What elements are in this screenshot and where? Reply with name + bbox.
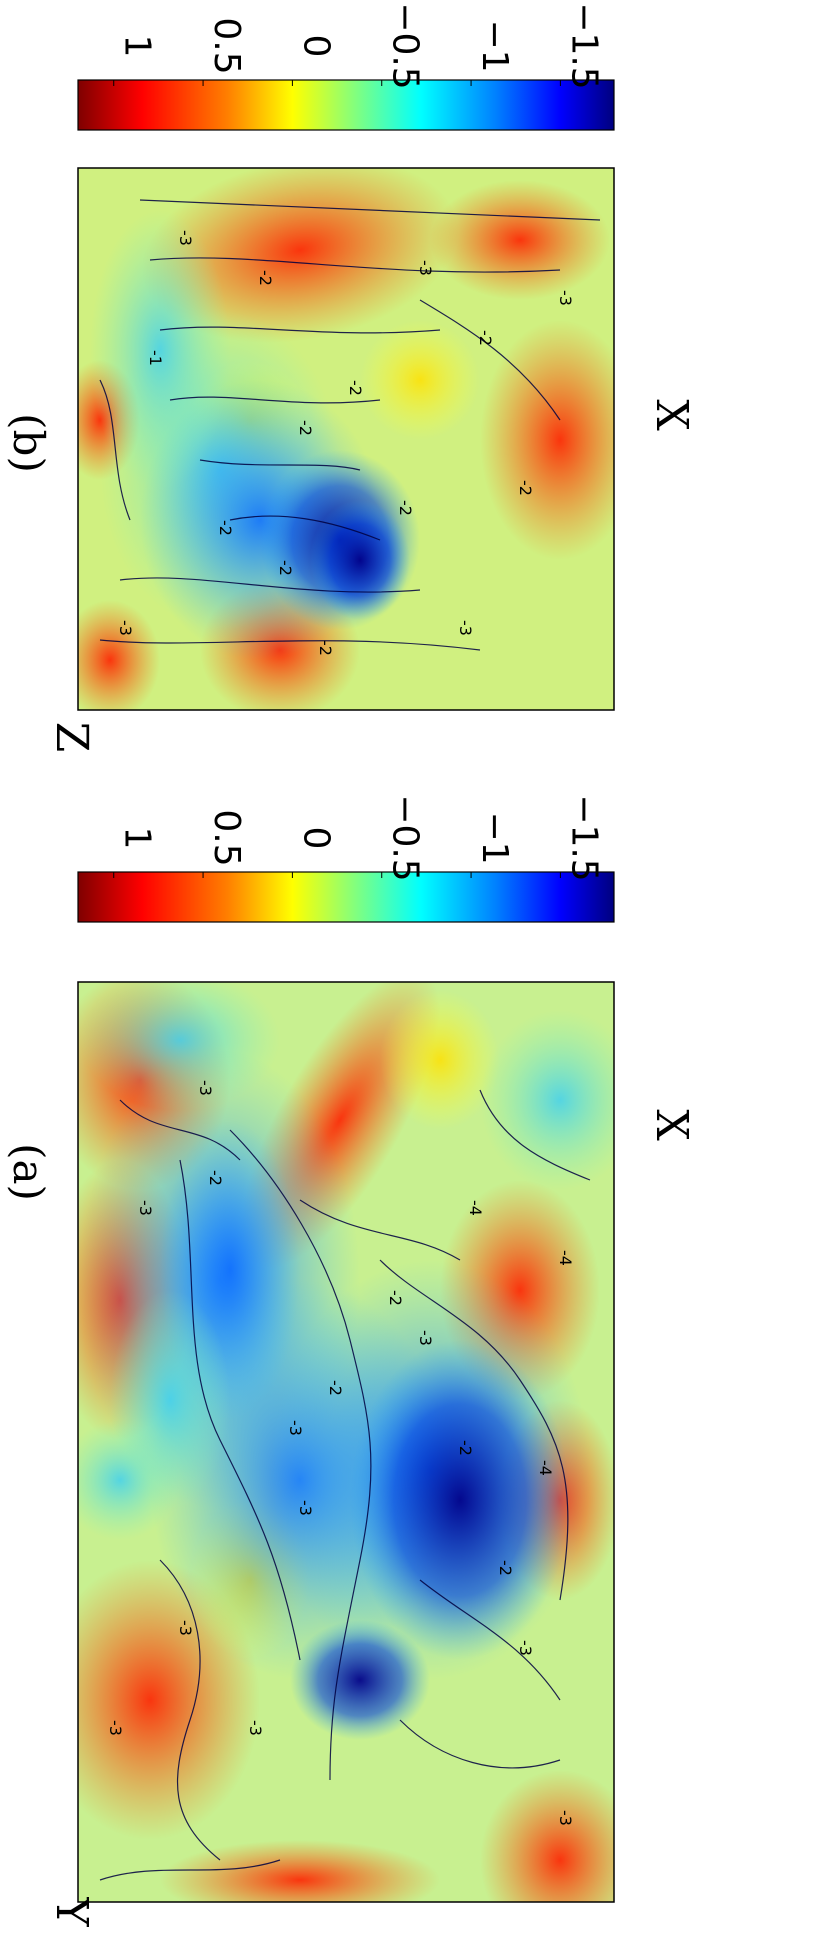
panel-a-contour-label: -4 bbox=[536, 1460, 555, 1476]
panel-b-contour-label: -2 bbox=[476, 330, 495, 346]
panel-b-xlabel: X bbox=[646, 399, 697, 431]
panel-a-contour-label: -3 bbox=[556, 1810, 575, 1826]
panel-a-xlabel: X bbox=[646, 1109, 697, 1141]
panel-b-contour-label: -3 bbox=[116, 620, 135, 636]
panel-a-contour-label: -3 bbox=[136, 1200, 155, 1216]
panel-b-contour-label: -3 bbox=[456, 620, 475, 636]
panel-b-contour-label: -3 bbox=[416, 260, 435, 276]
panel-a-contour-label: -3 bbox=[106, 1720, 125, 1736]
panel-a-contour-label: -3 bbox=[416, 1330, 435, 1346]
panel-a-contour-label: -2 bbox=[206, 1170, 225, 1186]
colorbar-b-tick-label: 0.5 bbox=[206, 17, 247, 74]
colorbar-a bbox=[77, 871, 615, 923]
panel-b-contour-label: -3 bbox=[556, 290, 575, 306]
colorbar-a-tick-label: 0.5 bbox=[206, 809, 247, 866]
panel-a-contour-label: -3 bbox=[176, 1620, 195, 1636]
panel-b-contour-label: -2 bbox=[316, 640, 335, 656]
panel-a-contour-label: -3 bbox=[296, 1500, 315, 1516]
panel-b-contour-label: -2 bbox=[216, 520, 235, 536]
panel-a-label: (a) bbox=[4, 1143, 53, 1201]
panel-a-ylabel: Y bbox=[46, 1896, 97, 1927]
panel-b-contour-label: -2 bbox=[396, 500, 415, 516]
colorbar-b-tick-label: −0.5 bbox=[385, 2, 426, 89]
colorbar-a-tick-label: −1 bbox=[474, 811, 515, 864]
colorbar-a-tick-label: −1.5 bbox=[563, 794, 604, 881]
panel-a-contour-label: -2 bbox=[496, 1560, 515, 1576]
panel-a-contour-label: -2 bbox=[456, 1440, 475, 1456]
panel-a-contour-label: -3 bbox=[246, 1720, 265, 1736]
panel-b-ylabel: Z bbox=[46, 722, 97, 753]
panel-a-contour-label: -3 bbox=[196, 1080, 215, 1096]
panel-a-contour-label: -3 bbox=[516, 1640, 535, 1656]
panel-a-frame bbox=[77, 981, 615, 1903]
panel-a-contour-label: -4 bbox=[556, 1250, 575, 1266]
panel-b-contour-label: -3 bbox=[176, 230, 195, 246]
panel-b-contour-label: -2 bbox=[346, 380, 365, 396]
panel-a-contour-label: -2 bbox=[386, 1290, 405, 1306]
colorbar-b bbox=[77, 79, 615, 131]
colorbar-b-tick-label: 1 bbox=[117, 35, 158, 58]
panel-a-contour-label: -4 bbox=[466, 1200, 485, 1216]
colorbar-b-tick-label: −1.5 bbox=[563, 2, 604, 89]
panel-b-contour-label: -1 bbox=[146, 350, 165, 366]
panel-a-heatmap: -2 -2 -2 -3 -3 -2 -2 -4 -3 -3 -3 -3 -3 -3 -3 -3 -4 -4 bbox=[77, 981, 615, 1903]
panel-b-label: (b) bbox=[4, 413, 53, 473]
panel-b-contour-label: -2 bbox=[256, 270, 275, 286]
panel-b-heatmap: -3 -2 -2 -2 -3 -2 -2 -2 -2 -3 -3 -2 -3 -2 -1 bbox=[77, 167, 615, 711]
colorbar-a-tick-label: 1 bbox=[117, 827, 158, 850]
colorbar-a-tick-label: 0 bbox=[295, 827, 336, 850]
colorbar-a-tick-label: −0.5 bbox=[385, 794, 426, 881]
panel-b-contour-label: -2 bbox=[276, 560, 295, 576]
colorbar-b-tick-label: 0 bbox=[295, 35, 336, 58]
panel-b-contour-label: -2 bbox=[296, 420, 315, 436]
panel-b-frame bbox=[77, 167, 615, 711]
panel-a-contour-label: -2 bbox=[326, 1380, 345, 1396]
panel-a-contour-label: -3 bbox=[286, 1420, 305, 1436]
panel-b-contour-label: -2 bbox=[516, 480, 535, 496]
colorbar-b-tick-label: −1 bbox=[474, 19, 515, 72]
